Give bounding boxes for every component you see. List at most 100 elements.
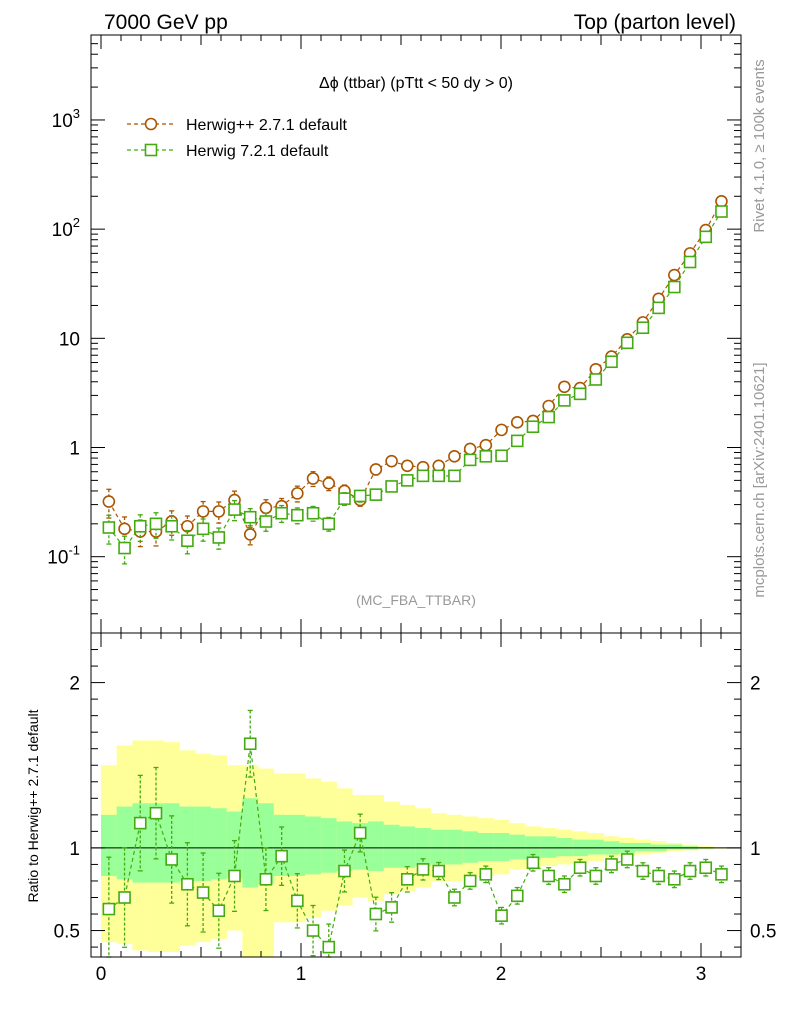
- inner-band-bin: [210, 808, 227, 880]
- ratio-point: [448, 891, 461, 904]
- inner-band-bin: [320, 818, 337, 873]
- mcplots-label: mcplots.cern.ch [arXiv:2401.10621]: [751, 362, 768, 597]
- herwig7-point: [338, 492, 351, 505]
- watermark: (MC_FBA_TTBAR): [356, 592, 476, 608]
- ratio-line: [108, 743, 722, 949]
- ratio-bands: [101, 740, 730, 957]
- herwigpp-point: [196, 505, 210, 518]
- herwigpp-point: [668, 268, 681, 282]
- herwigpp-point: [715, 194, 728, 208]
- herwig7-point: [385, 480, 398, 493]
- ratio-point: [228, 869, 241, 883]
- ratio-point: [165, 853, 178, 866]
- herwigpp-point: [212, 505, 226, 518]
- rivet-label: Rivet 4.1.0, ≥ 100k events: [751, 59, 768, 232]
- ratio-point: [636, 864, 650, 878]
- ratio-panel: 0.5 0.5 1 1 2 2 0 1 2 3 Ratio to Herwig++ 2.7.1 …: [25, 632, 776, 985]
- x-tick-label: 3: [696, 964, 707, 985]
- main-axis-ticks: [91, 34, 742, 634]
- ratio-frame: [90, 632, 742, 958]
- herwig7-point: [181, 534, 194, 548]
- herwigpp-point: [542, 399, 555, 413]
- ratio-point: [605, 858, 618, 871]
- main-y-tick-label: 102: [52, 215, 80, 241]
- herwig7-point: [165, 519, 178, 533]
- herwig7-line: [108, 211, 722, 550]
- ratio-point: [369, 907, 383, 921]
- ratio-point: [620, 853, 634, 866]
- herwig7-point: [275, 506, 288, 520]
- herwig7-point: [510, 434, 524, 448]
- x-tick-label: 2: [496, 964, 507, 985]
- main-title: Δϕ (ttbar) (pTtt < 50 dy > 0): [319, 75, 513, 92]
- main-y-tick-labels: 10-1 1 10 102 103: [47, 106, 80, 569]
- herwig7-point: [369, 488, 383, 501]
- herwig7-point: [400, 474, 414, 487]
- inner-band-bin: [336, 821, 353, 872]
- herwigpp-point: [369, 463, 383, 476]
- herwig7-point: [291, 508, 304, 522]
- ratio-point: [683, 864, 697, 878]
- inner-band-bin: [289, 814, 306, 876]
- main-series-layer: [102, 194, 728, 565]
- inner-band-bin: [540, 836, 557, 858]
- inner-band-bin: [462, 831, 479, 863]
- herwig7-point: [683, 255, 697, 269]
- ratio-series-layer: [102, 709, 728, 958]
- herwigpp-line: [108, 200, 722, 536]
- header-right: Top (parton level): [574, 11, 736, 34]
- herwig7-point: [212, 531, 226, 544]
- main-y-tick-label: 1: [69, 439, 80, 460]
- herwig7-point: [463, 453, 477, 467]
- herwigpp-point: [306, 472, 320, 485]
- ratio-ylabel: Ratio to Herwig++ 2.7.1 default: [25, 709, 41, 902]
- ratio-point: [118, 891, 131, 904]
- ratio-point: [385, 901, 398, 914]
- herwig7-point: [620, 336, 634, 350]
- ratio-point: [573, 861, 587, 875]
- herwigpp-point: [495, 423, 508, 437]
- ratio-point: [275, 849, 288, 863]
- herwig7-point: [353, 489, 367, 503]
- ratio-point: [715, 868, 728, 881]
- herwig7-point: [228, 503, 241, 516]
- herwig7-point: [573, 387, 587, 401]
- herwigpp-point: [243, 528, 257, 541]
- ratio-point: [400, 873, 414, 886]
- herwig7-point: [715, 205, 728, 218]
- inner-band-bin: [368, 821, 385, 872]
- inner-band-bin: [116, 806, 133, 880]
- inner-band-bin: [273, 814, 290, 876]
- x-tick-label: 1: [296, 964, 307, 985]
- ratio-y-tick-label-right: 2: [750, 674, 761, 695]
- inner-band-bin: [258, 803, 275, 885]
- inner-band-bin: [446, 829, 463, 865]
- ratio-y-tick-label: 0.5: [54, 922, 80, 943]
- herwig7-point: [495, 449, 508, 463]
- inner-band-bin: [493, 833, 510, 862]
- main-panel: 10-1 1 10 102 103 Δϕ (ttbar) (pTtt < 50 dy >…: [47, 34, 742, 634]
- herwig7-point: [558, 394, 571, 407]
- herwigpp-point: [463, 442, 477, 456]
- inner-band-bin: [226, 811, 243, 878]
- herwigpp-point: [291, 487, 304, 500]
- herwig7-point: [416, 469, 430, 483]
- inner-band-bin: [383, 824, 400, 868]
- herwig7-point: [636, 321, 650, 335]
- ratio-point: [495, 909, 508, 922]
- herwigpp-point: [558, 380, 571, 394]
- herwig7-point: [118, 541, 131, 555]
- main-y-tick-label: 103: [52, 106, 80, 132]
- ratio-y-tick-label-right: 0.5: [750, 922, 776, 943]
- inner-band-bin: [635, 842, 652, 852]
- herwig7-point: [542, 410, 555, 424]
- herwig7-point: [605, 355, 618, 369]
- ratio-point: [306, 924, 320, 937]
- herwig7-point: [652, 301, 665, 315]
- ratio-point: [259, 873, 273, 886]
- x-tick-label: 0: [96, 964, 107, 985]
- ratio-point: [133, 816, 147, 830]
- ratio-point: [291, 894, 304, 908]
- ratio-point: [322, 940, 336, 954]
